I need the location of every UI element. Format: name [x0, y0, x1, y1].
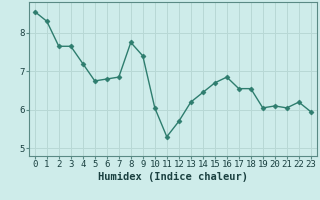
X-axis label: Humidex (Indice chaleur): Humidex (Indice chaleur): [98, 172, 248, 182]
